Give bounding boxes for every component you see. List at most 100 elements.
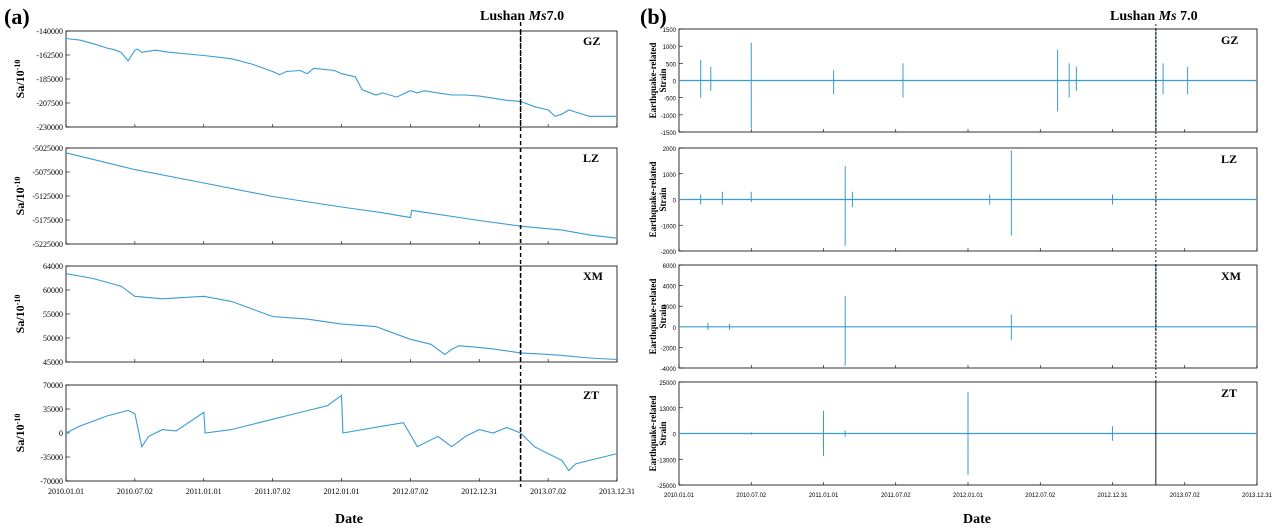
y-tick-label: 64000 bbox=[43, 262, 63, 271]
y-tick-label: -2000 bbox=[661, 250, 677, 256]
y-tick-label: -13000 bbox=[657, 458, 676, 464]
y-tick-label: -230000 bbox=[36, 123, 63, 132]
x-tick-label: 2013.07.02 bbox=[1170, 493, 1201, 499]
y-axis-title-line2: Strain bbox=[658, 304, 668, 328]
subplot-a-xm: 64000 60000 55000 50000 45000 XM Sa/10-10 bbox=[13, 262, 618, 367]
subplot-frame bbox=[65, 265, 618, 363]
panel-a-event-prefix: Lushan bbox=[480, 9, 529, 24]
y-tick-label: 55000 bbox=[43, 310, 63, 319]
x-tick-label: 2013.07.02 bbox=[530, 487, 566, 496]
panel-a-event-label: Lushan Ms7.0 bbox=[480, 9, 564, 24]
y-tick-label: -4000 bbox=[661, 367, 677, 373]
y-tick-label: 1000 bbox=[663, 45, 677, 51]
subplot-b-gz: 1500 1000 500 0 -500 -1000 -1500 GZ Earthquake-r… bbox=[648, 28, 1258, 137]
y-axis-title-exponent: -10 bbox=[13, 414, 22, 425]
y-tick-label: -1000 bbox=[661, 224, 677, 230]
panel-b-event-label: Lushan Ms 7.0 bbox=[1110, 9, 1198, 24]
y-tick-label: -70000 bbox=[40, 477, 63, 486]
subplot-frame bbox=[65, 30, 618, 128]
x-tick-label: 2010.07.02 bbox=[736, 493, 767, 499]
x-tick-label: 2011.01.01 bbox=[809, 493, 839, 499]
y-tick-label: -500 bbox=[664, 97, 677, 103]
y-tick-label: -25000 bbox=[657, 484, 676, 490]
station-label: GZ bbox=[1221, 33, 1238, 47]
subplot-a-zt: 70000 35000 0 -35000 -70000 ZT Sa/10-10 bbox=[13, 381, 618, 486]
y-tick-label: 0 bbox=[673, 80, 677, 86]
y-tick-label: -5225000 bbox=[32, 240, 63, 249]
panel-b-event-magnitude: Ms bbox=[1158, 9, 1177, 24]
series-line bbox=[65, 152, 618, 239]
y-tick-label: 25000 bbox=[659, 381, 676, 387]
y-tick-label: -1000 bbox=[661, 114, 677, 120]
y-tick-label: -162500 bbox=[36, 51, 63, 60]
y-axis-title-line2: Strain bbox=[658, 421, 668, 445]
y-axis-title: Sa/10-10 bbox=[13, 414, 28, 453]
y-tick-label: -185000 bbox=[36, 75, 63, 84]
x-tick-label: 2010.01.01 bbox=[48, 487, 84, 496]
y-axis-title-exponent: -10 bbox=[13, 177, 22, 188]
x-tick-label: 2010.01.01 bbox=[664, 493, 695, 499]
y-axis-title: Earthquake-relatedStrain bbox=[648, 43, 668, 119]
y-tick-label: 2000 bbox=[663, 147, 677, 153]
x-tick-label: 2013.12.31 bbox=[599, 487, 635, 496]
y-tick-label: 4000 bbox=[663, 285, 677, 291]
y-tick-label: 35000 bbox=[43, 405, 63, 414]
x-tick-label: 2012.01.01 bbox=[953, 493, 984, 499]
y-tick-label: 0 bbox=[59, 429, 63, 438]
x-tick-label: 2010.07.02 bbox=[117, 487, 153, 496]
y-axis-title-line2: Strain bbox=[658, 68, 668, 92]
y-tick-label: -5075000 bbox=[32, 168, 63, 177]
y-tick-label: 60000 bbox=[43, 286, 63, 295]
panel-a-event-magnitude: Ms bbox=[528, 9, 547, 24]
station-label: XM bbox=[583, 269, 603, 283]
panel-b-event-prefix: Lushan bbox=[1110, 9, 1159, 24]
y-axis-title: Earthquake-relatedStrain bbox=[648, 396, 668, 472]
subplot-a-gz: -140000 -162500 -185000 -207500 -230000 GZ Sa/… bbox=[13, 27, 618, 132]
y-tick-label: 0 bbox=[673, 433, 677, 439]
x-tick-label: 2012.12.31 bbox=[1097, 493, 1128, 499]
panel-a-label: (a) bbox=[4, 4, 30, 29]
y-tick-label: 50000 bbox=[43, 334, 63, 343]
station-label: ZT bbox=[1221, 386, 1237, 400]
subplot-frame bbox=[65, 147, 618, 245]
series-line bbox=[65, 394, 618, 472]
subplot-a-lz: -5025000 -5075000 -5125000 -5175000 -5225000… bbox=[13, 144, 618, 249]
y-tick-label: 0 bbox=[673, 326, 677, 332]
y-axis-title: Earthquake-relatedStrain bbox=[648, 279, 668, 355]
x-tick-label: 2011.01.01 bbox=[186, 487, 222, 496]
y-axis-title: Sa/10-10 bbox=[13, 177, 28, 216]
y-axis-title-line1: Earthquake-related bbox=[648, 279, 658, 355]
series-line bbox=[65, 273, 618, 361]
panel-b-x-title: Date bbox=[963, 512, 991, 527]
y-axis-title-exponent: -10 bbox=[13, 60, 22, 71]
y-axis-title-exponent: -10 bbox=[13, 295, 22, 306]
y-tick-label: -5175000 bbox=[32, 216, 63, 225]
y-tick-label: 6000 bbox=[663, 264, 677, 270]
panel-a-event-value: 7.0 bbox=[547, 9, 565, 24]
y-tick-label: -1500 bbox=[661, 131, 677, 137]
y-tick-label: 70000 bbox=[43, 381, 63, 390]
x-tick-label: 2012.07.02 bbox=[1025, 493, 1056, 499]
series-line bbox=[65, 37, 617, 117]
x-tick-label: 2013.12.31 bbox=[1242, 493, 1273, 499]
y-tick-label: 0 bbox=[673, 199, 677, 205]
y-axis-title-line1: Earthquake-related bbox=[648, 396, 658, 472]
y-tick-label: 500 bbox=[666, 62, 677, 68]
x-tick-label: 2011.07.02 bbox=[255, 487, 291, 496]
y-tick-label: 1000 bbox=[663, 173, 677, 179]
y-axis-title-line2: Strain bbox=[658, 187, 668, 211]
y-tick-label: -5025000 bbox=[32, 144, 63, 153]
station-label: XM bbox=[1221, 269, 1241, 283]
station-label: LZ bbox=[1221, 152, 1237, 166]
subplot-b-lz: 2000 1000 0 -1000 -2000 LZ Earthquake-relatedS… bbox=[648, 147, 1258, 256]
y-tick-label: 45000 bbox=[43, 358, 63, 367]
x-tick-label: 2012.01.01 bbox=[324, 487, 360, 496]
y-tick-label: 1500 bbox=[663, 28, 677, 34]
x-tick-label: 2012.07.02 bbox=[392, 487, 428, 496]
plot-area: -140000 -162500 -185000 -207500 -230000 GZ Sa/… bbox=[13, 22, 1273, 499]
y-axis-title-line1: Earthquake-related bbox=[648, 43, 658, 119]
y-axis-title: Sa/10-10 bbox=[13, 60, 28, 99]
y-axis-title: Earthquake-relatedStrain bbox=[648, 162, 668, 238]
station-label: LZ bbox=[583, 151, 599, 165]
